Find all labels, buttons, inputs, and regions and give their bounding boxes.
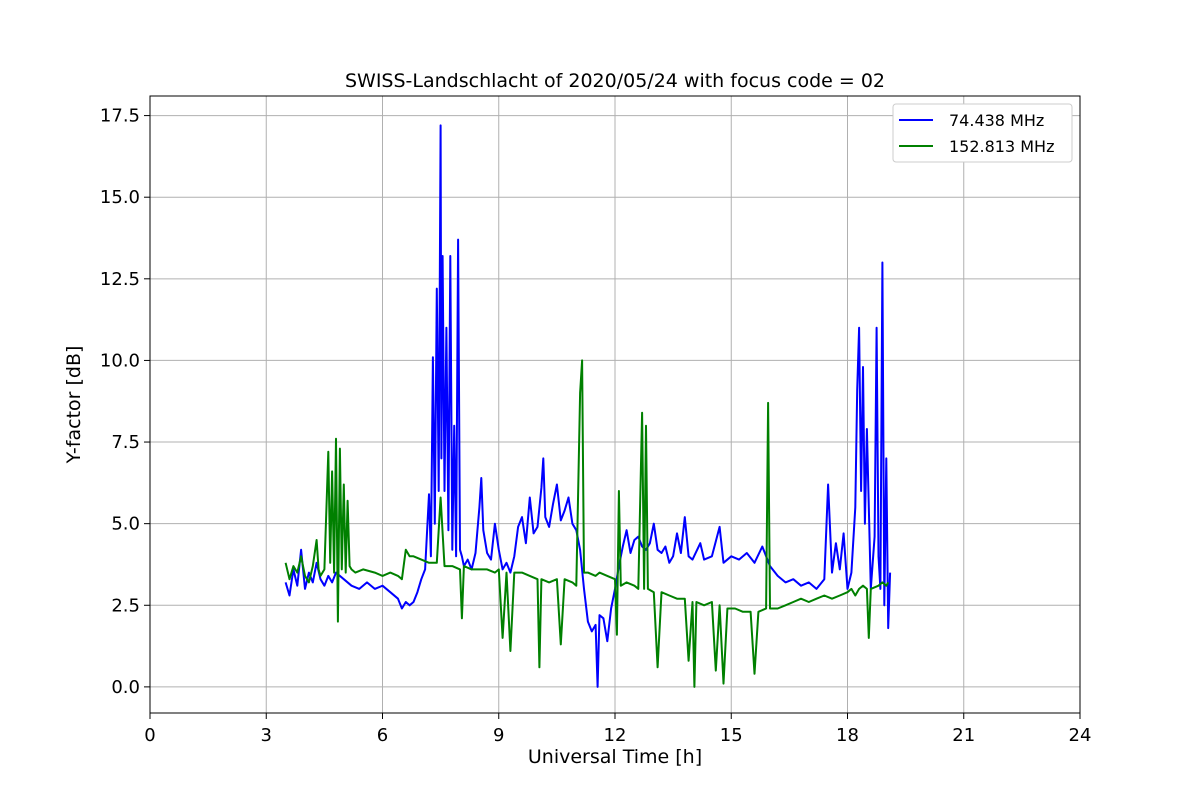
y-tick-label: 12.5	[100, 269, 140, 290]
y-tick-label: 0.0	[111, 677, 140, 698]
y-tick-label: 17.5	[100, 106, 140, 127]
x-tick-label: 24	[1069, 725, 1092, 746]
x-tick-label: 21	[952, 725, 975, 746]
legend: 74.438 MHz 152.813 MHz	[892, 103, 1073, 163]
y-tick-label: 5.0	[111, 514, 140, 535]
x-tick-label: 12	[604, 725, 627, 746]
y-tick-label: 7.5	[111, 432, 140, 453]
series-line-0	[284, 124, 892, 688]
y-tick-label: 10.0	[100, 350, 140, 371]
legend-box	[892, 103, 1073, 163]
series-line-1	[284, 359, 890, 688]
ticks: 0 3 6 9 12 15 18 21 24 0.0 2.5 5.0 7.5 10.0 12.5 15.0 17…	[100, 106, 1092, 746]
x-tick-label: 18	[836, 725, 859, 746]
y-tick-label: 15.0	[100, 187, 140, 208]
x-tick-label: 15	[720, 725, 743, 746]
x-axis-title: Universal Time [h]	[528, 746, 702, 768]
legend-label-152-mhz: 152.813 MHz	[949, 137, 1054, 156]
grid	[149, 96, 1081, 713]
y-axis-title: Y-factor [dB]	[63, 346, 85, 465]
x-tick-label: 0	[144, 725, 155, 746]
x-tick-label: 6	[377, 725, 388, 746]
series-group	[284, 124, 892, 688]
y-tick-label: 2.5	[111, 595, 140, 616]
legend-label-74-mhz: 74.438 MHz	[949, 111, 1044, 130]
x-tick-label: 9	[493, 725, 504, 746]
x-tick-label: 3	[261, 725, 272, 746]
chart-title: SWISS-Landschlacht of 2020/05/24 with fo…	[345, 70, 885, 92]
